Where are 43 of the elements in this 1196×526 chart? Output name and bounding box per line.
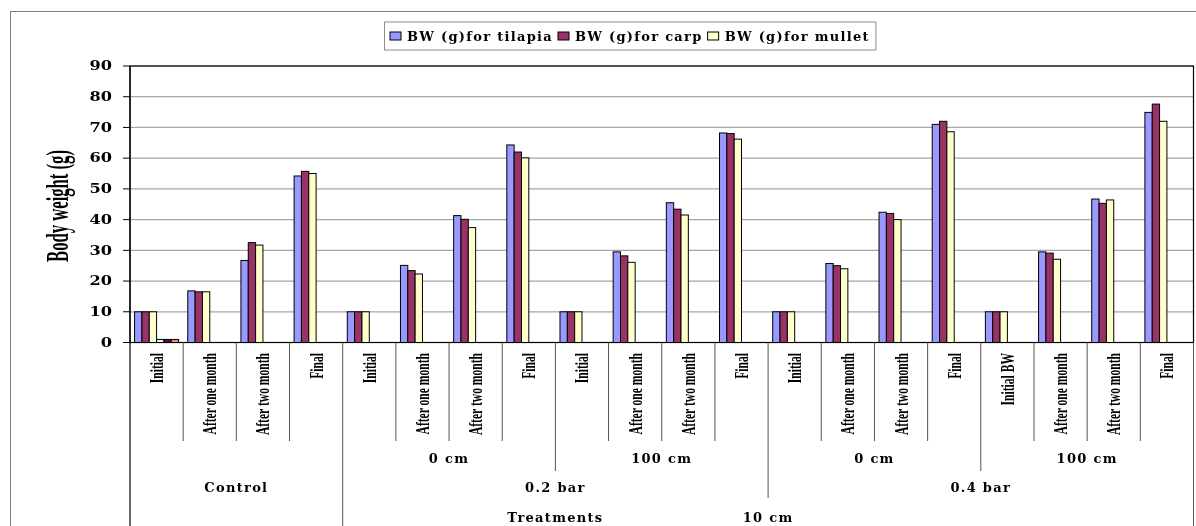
x-tick-label: Final bbox=[518, 352, 539, 379]
x-tick-label: After two month bbox=[465, 352, 486, 436]
text: Control bbox=[204, 479, 269, 495]
text: 10 cm bbox=[742, 509, 794, 525]
y-tick-label: 80 bbox=[89, 90, 113, 104]
text: 0 cm bbox=[428, 450, 470, 466]
y-tick-label: 40 bbox=[89, 212, 113, 227]
y-tick-label: 30 bbox=[89, 243, 113, 258]
text: 0.2 bar bbox=[525, 479, 586, 495]
x-tick-label: After one month bbox=[412, 352, 433, 435]
text: 100 cm bbox=[631, 450, 693, 466]
y-tick-label: 20 bbox=[89, 274, 113, 288]
y-tick-label: 50 bbox=[89, 182, 113, 196]
legend-label: BW (g)for mullet bbox=[724, 28, 870, 44]
x-tick-label: After one month bbox=[624, 352, 646, 435]
y-tick-label: 0 bbox=[100, 335, 113, 350]
x-tick-label: After two month bbox=[677, 352, 699, 436]
legend-label: BW (g)for tilapia bbox=[407, 28, 553, 44]
text: Treatments bbox=[507, 509, 604, 525]
text: 0.4 bar bbox=[950, 479, 1012, 495]
y-tick-label: 60 bbox=[89, 151, 113, 166]
x-tick-label: After two month bbox=[1103, 352, 1124, 436]
x-tick-label: After one month bbox=[199, 352, 220, 435]
x-tick-label: Initial BW bbox=[996, 352, 1018, 406]
y-tick-label: 70 bbox=[89, 120, 113, 135]
x-tick-label: Initial bbox=[358, 352, 380, 384]
x-tick-label: Final bbox=[943, 352, 965, 379]
y-axis-title: Body weight (g) bbox=[38, 150, 76, 262]
y-tick-label: 10 bbox=[89, 305, 113, 319]
text: 0 cm bbox=[854, 450, 895, 466]
x-tick-label: After two month bbox=[252, 352, 274, 436]
x-tick-label: Initial bbox=[784, 352, 805, 384]
x-tick-label: After one month bbox=[837, 352, 858, 435]
x-tick-label: Final bbox=[305, 352, 327, 379]
x-tick-label: Initial bbox=[571, 352, 593, 384]
x-tick-label: After two month bbox=[890, 352, 912, 436]
legend-label: BW (g)for carp bbox=[575, 28, 703, 44]
x-tick-label: After one month bbox=[1050, 352, 1071, 435]
text: 100 cm bbox=[1056, 450, 1118, 466]
x-tick-label: Initial bbox=[146, 352, 167, 384]
x-tick-label: Final bbox=[1156, 352, 1177, 379]
y-tick-label: 90 bbox=[89, 59, 113, 73]
x-tick-label: Final bbox=[731, 352, 752, 379]
